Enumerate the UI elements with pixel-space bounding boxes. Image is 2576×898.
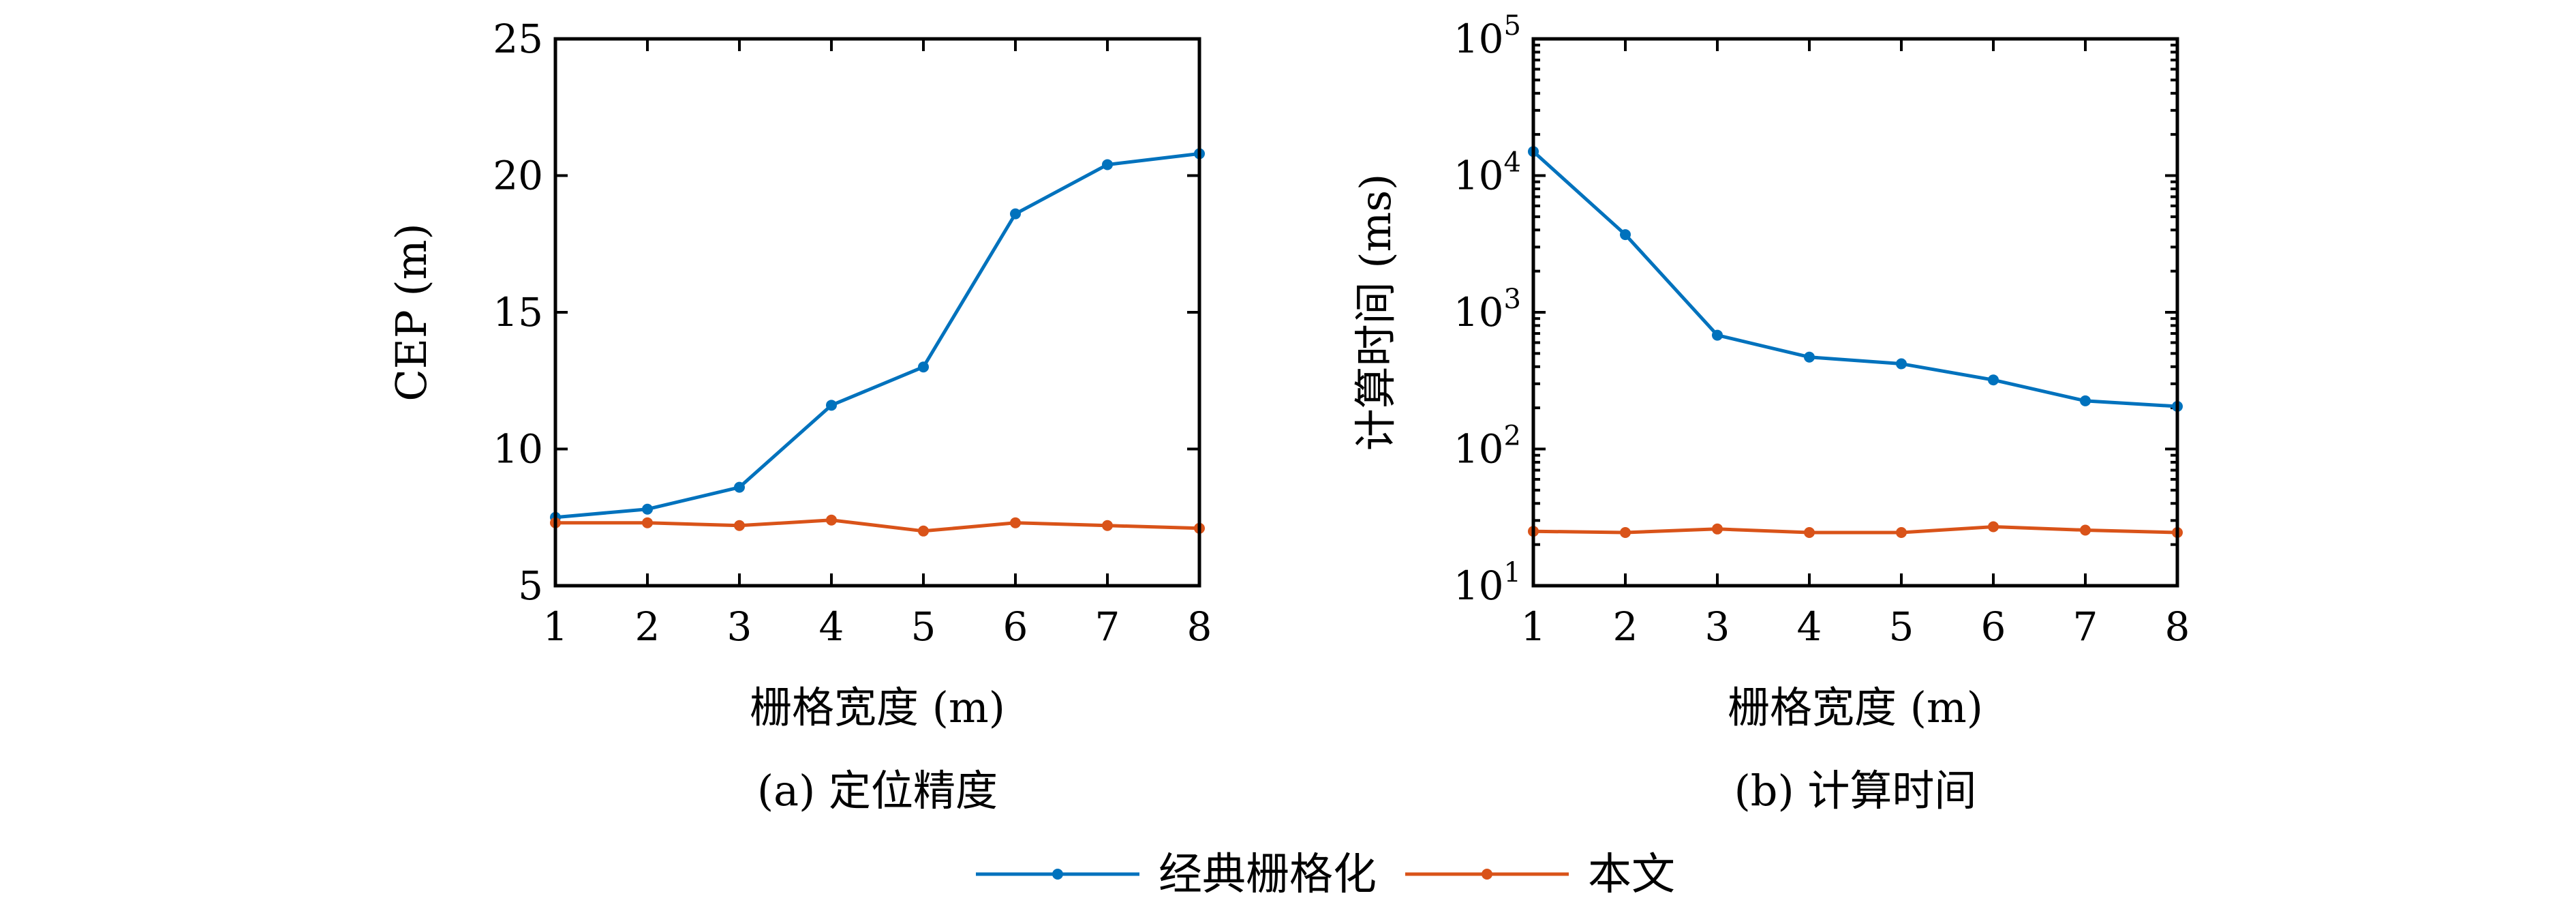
legend-label: 本文 bbox=[1588, 850, 1675, 898]
series-line-1 bbox=[555, 518, 1200, 533]
series-group bbox=[1528, 146, 2183, 538]
data-point bbox=[642, 503, 653, 515]
x-tick-label: 7 bbox=[1095, 603, 1120, 650]
axis-group: 1 2 3 4 5 6 7 8 5 10 15 20 25 bbox=[493, 16, 1212, 650]
series-group bbox=[550, 148, 1205, 537]
y-tick-label: 101 bbox=[1454, 557, 1521, 609]
data-point bbox=[1010, 208, 1021, 220]
legend-item-classic: 经典栅格化 bbox=[976, 850, 1377, 898]
data-point bbox=[2080, 524, 2091, 536]
data-point bbox=[1712, 329, 1723, 341]
data-point bbox=[918, 525, 929, 537]
y-tick-label: 103 bbox=[1454, 284, 1521, 335]
y-tick-label: 104 bbox=[1454, 147, 1521, 199]
x-tick-label: 6 bbox=[1003, 603, 1028, 650]
data-point bbox=[734, 481, 745, 493]
chart-panel-time: 1 2 3 4 5 6 7 8 101 102 103 104 105 栅格宽度 (m) 计算时间 (m… bbox=[1351, 10, 2190, 815]
x-tick-label: 2 bbox=[635, 603, 660, 650]
legend: 经典栅格化 本文 bbox=[976, 850, 1675, 898]
data-point bbox=[1804, 351, 1815, 363]
x-tick-label: 3 bbox=[727, 603, 752, 650]
y-tick-label: 15 bbox=[493, 289, 543, 335]
data-point bbox=[2080, 395, 2091, 406]
plot-frame bbox=[1531, 37, 2179, 588]
data-point bbox=[826, 400, 837, 411]
y-tick-label: 25 bbox=[493, 16, 543, 62]
x-tick-label: 5 bbox=[911, 603, 936, 650]
data-point bbox=[1896, 526, 1907, 538]
x-tick-label: 8 bbox=[2165, 603, 2190, 650]
data-point bbox=[734, 520, 745, 531]
data-point bbox=[1620, 526, 1631, 538]
x-tick-label: 4 bbox=[819, 603, 844, 650]
data-point bbox=[1988, 521, 1999, 533]
data-point bbox=[642, 517, 653, 528]
y-tick-label: 10 bbox=[493, 426, 543, 473]
series-line-1 bbox=[1533, 525, 2178, 535]
y-axis-label: 计算时间 (ms) bbox=[1351, 174, 1400, 451]
chart-panel-accuracy: 1 2 3 4 5 6 7 8 5 10 15 20 25 栅格宽度 (m) CEP (m) (a) 定… bbox=[386, 16, 1212, 815]
legend-marker bbox=[1052, 869, 1063, 880]
x-tick-label: 1 bbox=[1521, 603, 1546, 650]
axis-group: 1 2 3 4 5 6 7 8 101 102 103 104 105 bbox=[1454, 10, 2190, 650]
x-tick-label: 7 bbox=[2073, 603, 2098, 650]
x-tick-label: 3 bbox=[1705, 603, 1730, 650]
data-point bbox=[1804, 526, 1815, 538]
data-point bbox=[1102, 159, 1113, 170]
data-point bbox=[918, 361, 929, 373]
x-tick-label: 4 bbox=[1797, 603, 1822, 650]
data-point bbox=[826, 514, 837, 526]
y-tick-label: 105 bbox=[1454, 10, 1521, 62]
y-tick-label: 102 bbox=[1454, 421, 1521, 473]
y-tick-label: 5 bbox=[518, 563, 543, 609]
x-axis-label: 栅格宽度 (m) bbox=[750, 683, 1005, 732]
panel-caption: (a) 定位精度 bbox=[757, 766, 998, 815]
x-axis-label: 栅格宽度 (m) bbox=[1728, 683, 1983, 732]
x-tick-label: 6 bbox=[1981, 603, 2006, 650]
y-axis-label: CEP (m) bbox=[386, 223, 436, 401]
data-point bbox=[1712, 523, 1723, 535]
x-tick-label: 8 bbox=[1187, 603, 1212, 650]
legend-marker bbox=[1482, 869, 1492, 880]
panel-caption: (b) 计算时间 bbox=[1734, 766, 1977, 815]
legend-label: 经典栅格化 bbox=[1159, 850, 1377, 898]
x-tick-label: 1 bbox=[543, 603, 568, 650]
y-tick-label: 20 bbox=[493, 153, 543, 199]
plot-frame bbox=[553, 37, 1201, 588]
data-point bbox=[1102, 520, 1113, 531]
series-line-0 bbox=[555, 151, 1200, 520]
series-line-0 bbox=[1532, 150, 2178, 408]
x-tick-label: 5 bbox=[1889, 603, 1914, 650]
data-point bbox=[1988, 374, 1999, 386]
data-point bbox=[1010, 517, 1021, 528]
legend-item-ours: 本文 bbox=[1405, 850, 1675, 898]
x-tick-label: 2 bbox=[1613, 603, 1638, 650]
data-point bbox=[1620, 229, 1631, 241]
data-point bbox=[1896, 358, 1907, 370]
